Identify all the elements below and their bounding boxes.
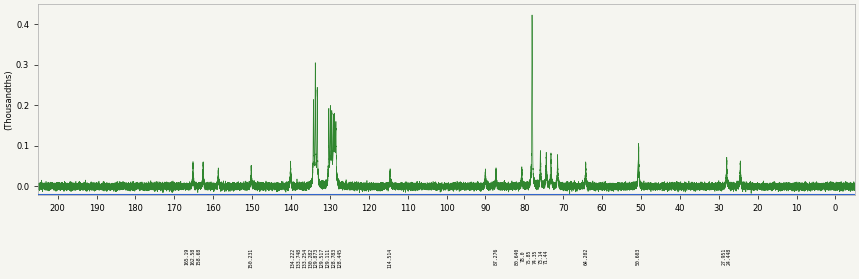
- Text: 50.603: 50.603: [637, 248, 641, 265]
- Text: 64.202: 64.202: [583, 248, 588, 265]
- Text: 87.276: 87.276: [494, 248, 498, 265]
- Text: 27.951
24.448: 27.951 24.448: [722, 248, 732, 265]
- Y-axis label: (Thousandths): (Thousandths): [4, 69, 13, 130]
- Text: 80.640
78.0
75.85
74.35
73.14
71.44: 80.640 78.0 75.85 74.35 73.14 71.44: [515, 248, 549, 265]
- Text: 134.222
133.748
133.254
130.282
129.873
129.517
129.111
128.783
128.445: 134.222 133.748 133.254 130.282 129.873 …: [290, 248, 342, 268]
- Text: 150.231: 150.231: [249, 248, 253, 268]
- Text: 114.514: 114.514: [387, 248, 393, 268]
- Text: 165.19
162.58
158.68: 165.19 162.58 158.68: [185, 248, 201, 265]
